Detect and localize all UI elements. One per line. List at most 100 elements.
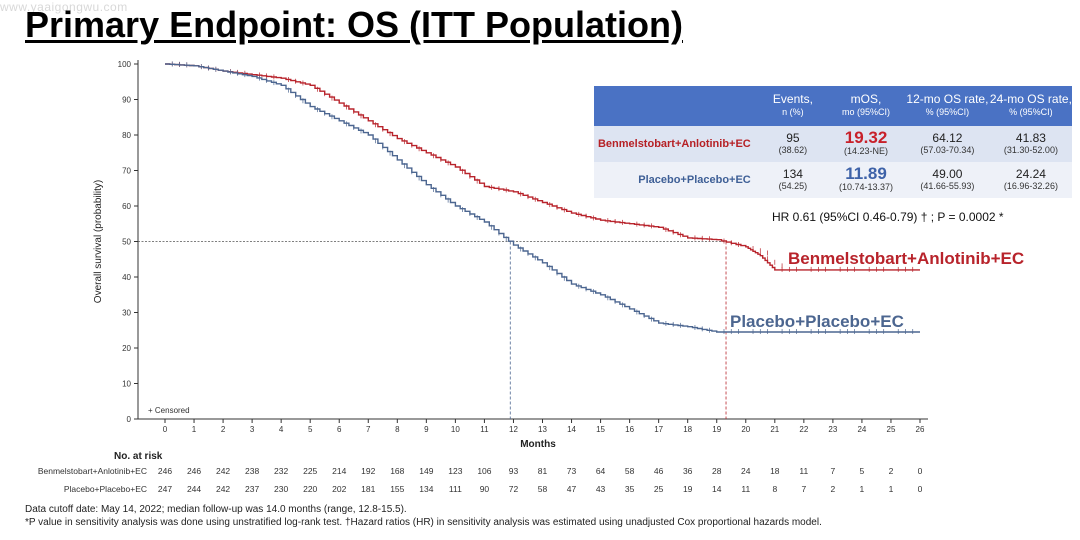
stats-header-events: Events, n (%) xyxy=(758,86,828,126)
at-risk-count: 232 xyxy=(274,466,288,476)
at-risk-row-label: Benmelstobart+Anlotinib+EC xyxy=(38,466,147,476)
stats-header-os24: 24-mo OS rate,% (95%CI) xyxy=(989,86,1072,126)
at-risk-count: 214 xyxy=(332,466,346,476)
stats-header-os12: 12-mo OS rate,% (95%CI) xyxy=(904,86,990,126)
at-risk-count: 242 xyxy=(216,466,230,476)
y-tick-label: 30 xyxy=(122,309,131,318)
x-tick-label: 26 xyxy=(916,425,925,434)
y-tick-label: 10 xyxy=(122,380,131,389)
x-tick-label: 21 xyxy=(770,425,779,434)
stats-row-benmelstobart: Benmelstobart+Anlotinib+EC 95 (38.62) 19.… xyxy=(594,126,1072,162)
at-risk-count: 149 xyxy=(419,466,433,476)
at-risk-count: 47 xyxy=(567,484,577,494)
x-tick-label: 15 xyxy=(596,425,605,434)
at-risk-count: 25 xyxy=(654,484,664,494)
x-tick-label: 17 xyxy=(654,425,663,434)
at-risk-count: 28 xyxy=(712,466,722,476)
at-risk-count: 18 xyxy=(770,466,780,476)
at-risk-count: 73 xyxy=(567,466,577,476)
curve-label-placebo: Placebo+Placebo+EC xyxy=(730,312,904,331)
x-tick-label: 20 xyxy=(741,425,750,434)
at-risk-count: 58 xyxy=(625,466,635,476)
at-risk-count: 225 xyxy=(303,466,317,476)
stats-os12: 64.12 (57.03-70.34) xyxy=(904,126,990,162)
x-tick-label: 24 xyxy=(857,425,866,434)
y-tick-label: 70 xyxy=(122,167,131,176)
at-risk-count: 19 xyxy=(683,484,693,494)
at-risk-count: 90 xyxy=(480,484,490,494)
x-tick-label: 5 xyxy=(308,425,313,434)
stats-events: 95 (38.62) xyxy=(758,126,828,162)
at-risk-count: 8 xyxy=(772,484,777,494)
at-risk-count: 35 xyxy=(625,484,635,494)
at-risk-count: 43 xyxy=(596,484,606,494)
at-risk-count: 2 xyxy=(889,466,894,476)
at-risk-count: 46 xyxy=(654,466,664,476)
at-risk-count: 36 xyxy=(683,466,693,476)
x-tick-label: 22 xyxy=(799,425,808,434)
at-risk-count: 93 xyxy=(509,466,519,476)
at-risk-count: 247 xyxy=(158,484,172,494)
x-tick-label: 8 xyxy=(395,425,400,434)
survival-curves xyxy=(165,61,920,335)
at-risk-count: 1 xyxy=(860,484,865,494)
y-tick-label: 40 xyxy=(122,273,131,282)
at-risk-title: No. at risk xyxy=(114,451,163,462)
footnote-methods: *P value in sensitivity analysis was don… xyxy=(25,517,822,528)
stats-arm-label: Placebo+Placebo+EC xyxy=(594,162,759,198)
stats-os24: 41.83 (31.30-52.00) xyxy=(989,126,1072,162)
at-risk-row-label: Placebo+Placebo+EC xyxy=(64,484,147,494)
footnote-data-cutoff: Data cutoff date: May 14, 2022; median f… xyxy=(25,504,407,515)
x-tick-label: 13 xyxy=(538,425,547,434)
x-tick-label: 12 xyxy=(509,425,518,434)
stats-row-placebo: Placebo+Placebo+EC 134 (54.25) 11.89 (10.7… xyxy=(594,162,1072,198)
hazard-ratio-note: HR 0.61 (95%CI 0.46-0.79) † ; P = 0.0002… xyxy=(772,210,1004,224)
y-tick-label: 90 xyxy=(122,96,131,105)
x-tick-label: 11 xyxy=(480,425,489,434)
x-tick-label: 10 xyxy=(451,425,460,434)
at-risk-count: 11 xyxy=(741,484,750,494)
at-risk-count: 192 xyxy=(361,466,375,476)
x-tick-label: 1 xyxy=(192,425,197,434)
watermark-text: www.yaaigongwu.com xyxy=(0,0,128,14)
stats-mos: 19.32 (14.23-NE) xyxy=(827,126,905,162)
x-tick-label: 4 xyxy=(279,425,284,434)
at-risk-count: 58 xyxy=(538,484,548,494)
x-tick-label: 7 xyxy=(366,425,371,434)
chart-labels: Benmelstobart+Anlotinib+EC Placebo+Placeb… xyxy=(730,249,1024,331)
x-tick-label: 3 xyxy=(250,425,255,434)
x-tick-label: 16 xyxy=(625,425,634,434)
at-risk-count: 5 xyxy=(860,466,865,476)
curve-label-benmelstobart: Benmelstobart+Anlotinib+EC xyxy=(788,249,1024,268)
at-risk-count: 81 xyxy=(538,466,548,476)
y-tick-label: 60 xyxy=(122,202,131,211)
x-axis-title: Months xyxy=(520,439,556,450)
at-risk-count: 7 xyxy=(801,484,806,494)
stats-events: 134 (54.25) xyxy=(758,162,828,198)
at-risk-count: 11 xyxy=(799,466,808,476)
stats-table: Events, n (%) mOS, mo (95%CI) 12-mo OS rat… xyxy=(594,86,1072,198)
at-risk-count: 246 xyxy=(187,466,201,476)
stats-arm-label: Benmelstobart+Anlotinib+EC xyxy=(594,126,759,162)
x-tick-label: 23 xyxy=(828,425,837,434)
at-risk-count: 0 xyxy=(918,484,923,494)
y-tick-label: 50 xyxy=(122,238,131,247)
at-risk-count: 155 xyxy=(390,484,404,494)
at-risk-count: 14 xyxy=(712,484,722,494)
at-risk-count: 230 xyxy=(274,484,288,494)
censored-legend: + Censored xyxy=(148,406,190,415)
at-risk-count: 220 xyxy=(303,484,317,494)
at-risk-count: 72 xyxy=(509,484,519,494)
at-risk-count: 111 xyxy=(449,484,462,494)
stats-header-row: Events, n (%) mOS, mo (95%CI) 12-mo OS rat… xyxy=(594,86,1072,126)
stats-os12: 49.00 (41.66-55.93) xyxy=(904,162,990,198)
y-tick-label: 20 xyxy=(122,344,131,353)
x-tick-label: 0 xyxy=(163,425,168,434)
survival-curve-placebo xyxy=(165,63,920,333)
at-risk-count: 106 xyxy=(477,466,491,476)
at-risk-count: 202 xyxy=(332,484,346,494)
at-risk-count: 242 xyxy=(216,484,230,494)
y-tick-label: 0 xyxy=(127,415,132,424)
at-risk-count: 238 xyxy=(245,466,259,476)
